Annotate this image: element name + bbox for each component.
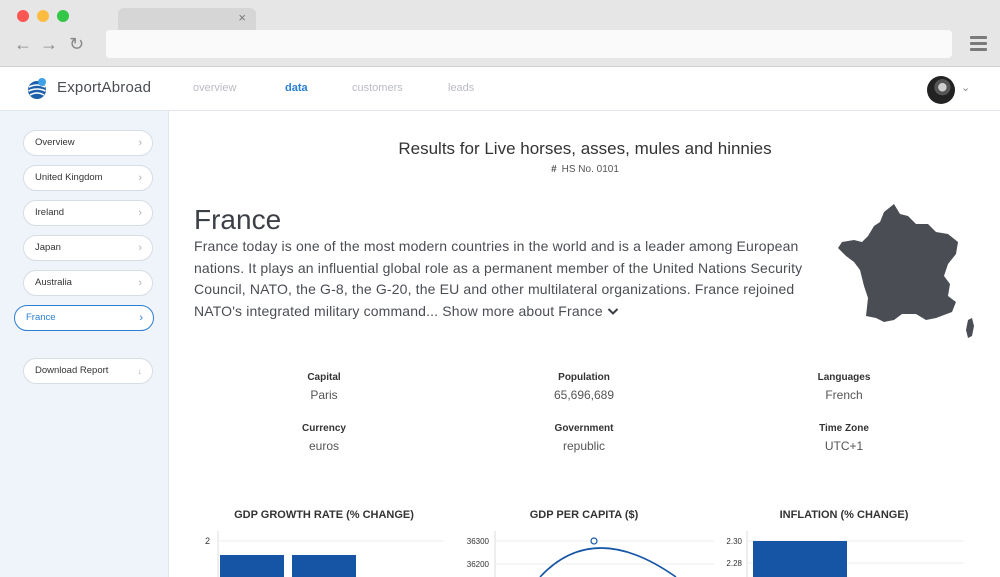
- results-title: Results for Live horses, asses, mules an…: [398, 139, 772, 158]
- sidebar-item-label: United Kingdom: [35, 172, 103, 183]
- y-tick-label: 2: [205, 536, 210, 546]
- y-tick-label: 36300: [467, 537, 490, 546]
- globe-logo-icon: [28, 78, 46, 99]
- chevron-right-icon: ›: [138, 137, 142, 149]
- fact-value: euros: [308, 439, 340, 453]
- fact-languages: Languages French: [714, 372, 974, 402]
- fact-label: Time Zone: [819, 423, 869, 434]
- hs-number-label: HS No. 0101: [561, 164, 619, 175]
- chevron-down-icon[interactable]: ⌄: [961, 82, 971, 94]
- sidebar-item-overview[interactable]: Overview ›: [23, 130, 153, 156]
- tab-close-icon[interactable]: ×: [238, 10, 246, 25]
- sidebar-item-australia[interactable]: Australia ›: [23, 270, 153, 296]
- bar: [753, 541, 847, 577]
- sidebar-item-label: Japan: [35, 242, 61, 253]
- gdp-per-capita-chart: 36300 36200: [467, 531, 714, 577]
- sidebar-item-france[interactable]: France ›: [14, 305, 154, 331]
- fact-label: Languages: [817, 372, 871, 383]
- browser-tab[interactable]: ×: [118, 8, 256, 30]
- minimize-window-button[interactable]: [37, 10, 49, 22]
- download-icon: ↓: [137, 366, 143, 376]
- fact-currency: Currency euros: [194, 423, 454, 453]
- fact-value: UTC+1: [824, 439, 864, 453]
- show-more-label: Show more about France: [442, 302, 603, 319]
- data-point: [590, 537, 598, 545]
- close-window-button[interactable]: [17, 10, 29, 22]
- y-tick-label: 36200: [467, 560, 490, 569]
- sidebar-item-label: Ireland: [35, 207, 65, 218]
- france-map-image: [838, 204, 974, 338]
- download-report-label: Download Report: [35, 365, 109, 376]
- nav-customers[interactable]: customers: [352, 82, 403, 94]
- chart-title-gdp-per-capita: GDP PER CAPITA ($): [529, 509, 639, 521]
- y-tick-label: 2.28: [726, 559, 742, 568]
- fact-value: 65,696,689: [553, 388, 615, 402]
- nav-data[interactable]: data: [285, 82, 308, 94]
- fact-label: Government: [554, 423, 614, 434]
- sidebar-item-united-kingdom[interactable]: United Kingdom ›: [23, 165, 153, 191]
- sidebar-item-label: Overview: [35, 137, 75, 148]
- chart-title-inflation: INFLATION (% CHANGE): [779, 509, 909, 521]
- hamburger-menu-icon[interactable]: [970, 36, 987, 51]
- forward-arrow-icon[interactable]: →: [40, 34, 58, 54]
- fact-capital: Capital Paris: [194, 372, 454, 402]
- browser-chrome: × ← → ↻: [0, 0, 1000, 67]
- description-text: France today is one of the most modern c…: [194, 238, 803, 319]
- sidebar-item-japan[interactable]: Japan ›: [23, 235, 153, 261]
- user-avatar[interactable]: [927, 76, 955, 104]
- maximize-window-button[interactable]: [57, 10, 69, 22]
- bar: [292, 555, 356, 577]
- sidebar-item-ireland[interactable]: Ireland ›: [23, 200, 153, 226]
- series-line: [539, 547, 677, 577]
- chart-title-gdp-growth: GDP GROWTH RATE (% CHANGE): [234, 509, 414, 521]
- chevron-right-icon: ›: [138, 277, 142, 289]
- bar: [220, 555, 284, 577]
- download-report-button[interactable]: Download Report ↓: [23, 358, 153, 384]
- nav-leads[interactable]: leads: [448, 82, 475, 94]
- nav-overview[interactable]: overview: [193, 82, 237, 94]
- inflation-chart: 2.302.282.26: [726, 531, 964, 577]
- hs-number: # HS No. 0101: [170, 164, 1000, 175]
- fact-value: republic: [562, 439, 606, 453]
- fact-label: Population: [558, 372, 610, 383]
- back-arrow-icon[interactable]: ←: [14, 34, 32, 54]
- country-description: France today is one of the most modern c…: [194, 236, 834, 322]
- fact-government: Government republic: [454, 423, 714, 453]
- sidebar: Overview › United Kingdom › Ireland › Ja…: [0, 111, 169, 577]
- reload-icon[interactable]: ↻: [69, 34, 85, 54]
- hash-icon: #: [551, 164, 557, 175]
- brand-name[interactable]: ExportAbroad: [57, 79, 152, 96]
- fact-timezone: Time Zone UTC+1: [714, 423, 974, 453]
- app-header: ExportAbroad overview data customers lea…: [0, 67, 1000, 111]
- chevron-right-icon: ›: [138, 207, 142, 219]
- sidebar-item-label: Australia: [35, 277, 72, 288]
- address-bar[interactable]: [106, 30, 952, 58]
- fact-population: Population 65,696,689: [454, 372, 714, 402]
- chevron-down-icon: [607, 308, 619, 316]
- fact-label: Capital: [307, 372, 341, 383]
- fact-value: French: [825, 388, 863, 402]
- country-title: France: [194, 204, 282, 235]
- chevron-right-icon: ›: [139, 312, 143, 324]
- fact-label: Currency: [302, 423, 346, 434]
- show-more-link[interactable]: Show more about France: [442, 303, 619, 319]
- chevron-right-icon: ›: [138, 242, 142, 254]
- y-tick-label: 2.30: [726, 537, 742, 546]
- chevron-right-icon: ›: [138, 172, 142, 184]
- gdp-growth-chart: 2: [205, 531, 444, 577]
- sidebar-item-label: France: [26, 312, 56, 323]
- fact-value: Paris: [310, 388, 338, 402]
